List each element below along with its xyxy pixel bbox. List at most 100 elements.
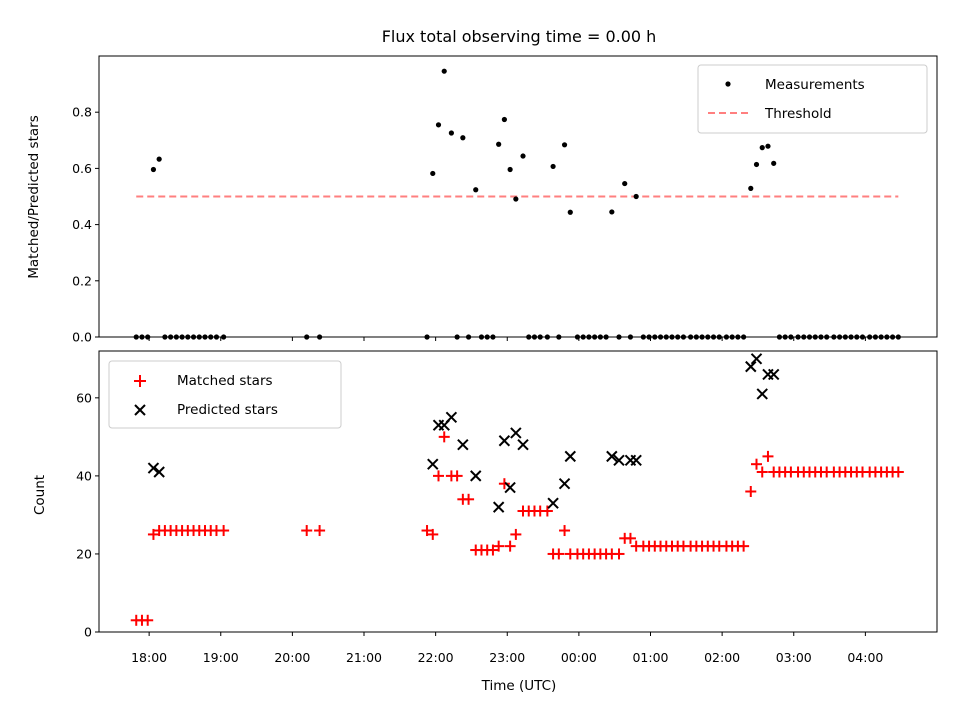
measurement-point xyxy=(771,160,777,166)
predicted-star-point xyxy=(745,360,757,373)
matched-star-point xyxy=(421,525,433,537)
measurement-point xyxy=(448,130,454,136)
bottom-y-axis-label: Count xyxy=(32,475,48,515)
x-axis-label: Time (UTC) xyxy=(481,678,557,694)
predicted-star-point xyxy=(613,454,625,466)
measurement-point xyxy=(520,153,526,159)
bottom-y-tick-label: 0 xyxy=(84,625,92,640)
matched-star-point xyxy=(438,431,450,443)
top-y-tick-label: 0.2 xyxy=(72,273,92,288)
predicted-star-point xyxy=(564,450,576,463)
x-tick-label: 00:00 xyxy=(561,650,597,665)
chart-title: Flux total observing time = 0.00 h xyxy=(382,27,657,46)
matched-star-point xyxy=(745,486,757,497)
matched-star-point xyxy=(892,466,904,478)
measurement-point xyxy=(473,187,479,193)
x-tick-label: 01:00 xyxy=(632,650,668,665)
measurement-point xyxy=(430,170,436,177)
x-tick-label: 19:00 xyxy=(203,650,239,665)
matched-star-point xyxy=(142,614,154,626)
measurement-point xyxy=(150,166,157,173)
top-legend-box xyxy=(697,64,928,134)
bottom-panel: 0 20 40 60 18:00 19:00 20:00 21:00 22:00 23:00 00… xyxy=(32,350,938,694)
measurement-point xyxy=(496,141,502,147)
predicted-star-point xyxy=(147,462,160,474)
top-y-tick-label: 0.8 xyxy=(72,105,92,120)
bottom-plot-area xyxy=(130,353,904,626)
measurement-point xyxy=(633,193,639,200)
predicted-star-point xyxy=(756,388,768,400)
x-tick-label: 22:00 xyxy=(418,650,454,665)
matched-star-point xyxy=(613,548,625,560)
matched-star-point xyxy=(498,478,510,490)
measurement-point xyxy=(156,156,162,162)
measurement-point xyxy=(501,116,507,123)
x-tick-label: 21:00 xyxy=(346,650,382,665)
x-tick-label: 02:00 xyxy=(704,650,740,665)
predicted-star-point xyxy=(606,450,618,463)
predicted-star-point xyxy=(504,481,516,494)
measurement-point xyxy=(513,196,519,202)
predicted-star-point xyxy=(517,438,529,451)
legend-measurements-marker xyxy=(725,81,731,87)
predicted-star-point xyxy=(750,353,763,365)
matched-star-point xyxy=(451,470,463,482)
measurement-point xyxy=(622,180,628,187)
matched-star-point xyxy=(463,493,475,505)
predicted-star-point xyxy=(470,470,482,482)
matched-star-point xyxy=(301,525,313,537)
matched-star-point xyxy=(510,528,522,540)
bottom-x-ticks: 18:00 19:00 20:00 21:00 22:00 23:00 00:00 01:00… xyxy=(131,632,883,665)
top-axes-frame xyxy=(98,55,938,338)
measurement-point xyxy=(765,143,771,149)
bottom-y-ticks: 0 20 40 60 xyxy=(76,390,99,640)
bottom-y-tick-label: 60 xyxy=(76,390,92,405)
x-tick-label: 23:00 xyxy=(489,650,525,665)
x-tick-label: 18:00 xyxy=(131,650,167,665)
predicted-star-point xyxy=(498,435,511,447)
legend-predicted-marker xyxy=(134,404,146,416)
legend-predicted-label: Predicted stars xyxy=(177,402,278,418)
matched-star-point xyxy=(751,458,763,470)
predicted-star-point xyxy=(630,454,642,466)
top-y-tick-label: 0.6 xyxy=(72,161,92,176)
predicted-star-point xyxy=(558,477,571,490)
matched-star-point xyxy=(762,450,774,462)
measurement-point xyxy=(609,209,615,215)
top-x-ticks xyxy=(148,337,866,341)
legend-measurements-label: Measurements xyxy=(765,77,865,93)
matched-star-point xyxy=(504,540,516,552)
matched-star-point xyxy=(493,540,505,552)
legend-matched-label: Matched stars xyxy=(177,373,273,389)
matched-star-point xyxy=(147,528,159,540)
predicted-star-point xyxy=(547,497,559,509)
matched-star-point xyxy=(432,470,444,482)
measurement-point xyxy=(435,122,442,128)
legend-threshold-label: Threshold xyxy=(764,106,832,122)
matched-star-point xyxy=(559,525,571,537)
top-y-tick-label: 0.4 xyxy=(72,217,92,232)
matched-star-point xyxy=(541,505,553,517)
matched-star-point xyxy=(218,525,230,537)
matched-star-point xyxy=(756,466,768,478)
top-y-axis-label: Matched/Predicted stars xyxy=(26,115,42,278)
predicted-star-point xyxy=(427,458,439,470)
predicted-star-point xyxy=(445,411,458,424)
top-y-tick-label: 0.0 xyxy=(72,330,92,345)
top-legend: Measurements Threshold xyxy=(697,64,928,134)
bottom-legend: Matched stars Predicted stars xyxy=(108,360,342,429)
predicted-star-point xyxy=(457,438,469,451)
measurement-point xyxy=(567,209,573,215)
predicted-star-point xyxy=(510,427,522,439)
top-panel: 0.00.20.40.60.8 Matched/Predicted stars … xyxy=(26,55,938,345)
measurement-point xyxy=(460,135,466,141)
matched-star-point xyxy=(427,528,439,540)
matched-star-point xyxy=(624,532,636,544)
measurement-point xyxy=(753,161,760,168)
x-tick-label: 03:00 xyxy=(776,650,812,665)
measurement-point xyxy=(759,145,765,151)
predicted-star-point xyxy=(153,466,165,478)
matched-star-point xyxy=(314,525,326,537)
x-tick-label: 20:00 xyxy=(274,650,310,665)
